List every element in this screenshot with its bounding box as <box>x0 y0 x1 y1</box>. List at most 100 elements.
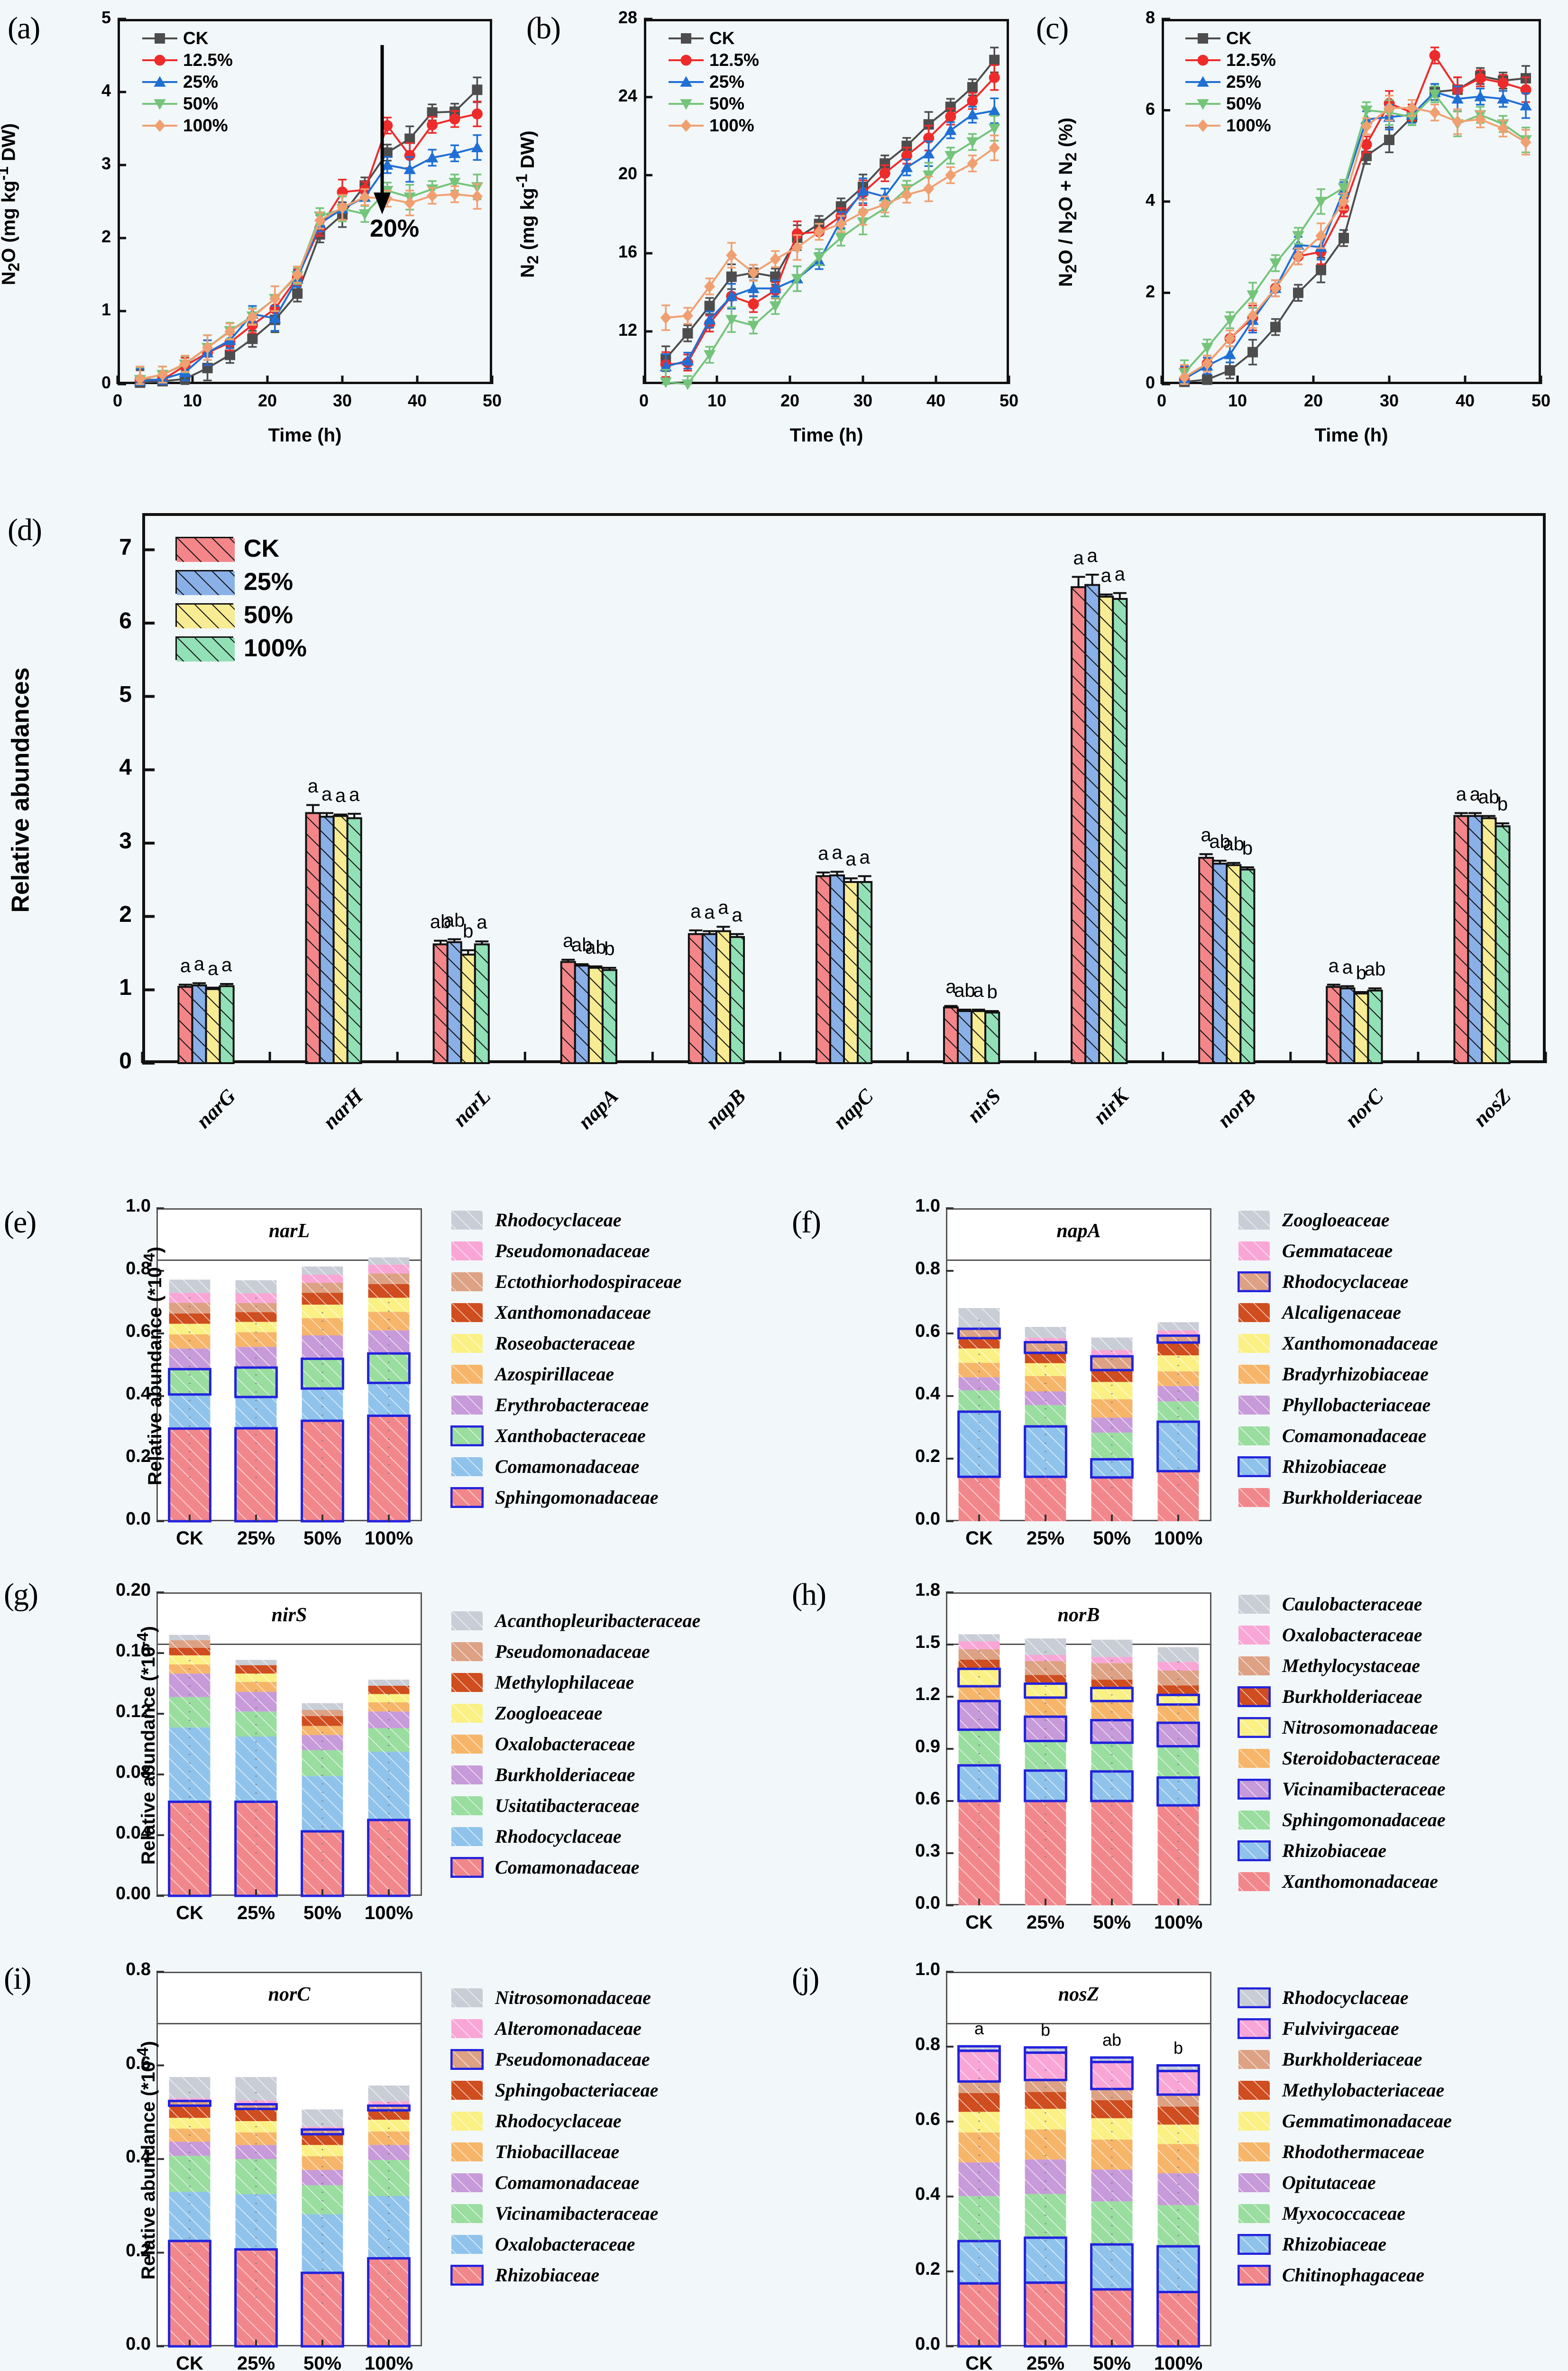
significance-letter: b <box>1242 838 1253 859</box>
legend-label: Methylobacteriaceae <box>1282 2079 1445 2101</box>
y-tick-label: 16 <box>618 242 637 262</box>
legend-item: Oxalobacteraceae <box>1238 1619 1445 1650</box>
legend-label: Zoogloeaceae <box>495 1702 603 1724</box>
y-tick-label: 1 <box>101 300 111 319</box>
x-tick-label: 100% <box>364 1528 413 1549</box>
legend-item: Steroidobacteraceae <box>1238 1743 1445 1774</box>
legend-label: Burkholderiaceae <box>1282 1686 1422 1707</box>
legend-item: Gemmatimonadaceae <box>1238 2105 1452 2136</box>
y-tick-label: 2 <box>101 227 111 246</box>
legend-item: Rhodocyclaceae <box>450 2105 658 2136</box>
legend-swatch <box>450 2172 484 2193</box>
legend-swatch <box>450 1672 484 1693</box>
y-tick-label: 0 <box>101 373 111 392</box>
legend-label: Fulvivirgaceae <box>1282 2018 1399 2039</box>
significance-letter: a <box>1469 783 1481 805</box>
x-axis-label: Time (h) <box>268 425 342 446</box>
legend-swatch <box>450 1826 484 1847</box>
legend-swatch <box>450 1795 484 1816</box>
legend-label: Alteromonadaceae <box>495 2018 642 2039</box>
legend-item: Comamonadaceae <box>450 2167 658 2198</box>
significance-letter: ab <box>1102 2030 1122 2049</box>
y-tick-label: 12 <box>618 320 637 340</box>
legend-label: 12.5% <box>183 50 233 70</box>
x-tick-label: 100% <box>1154 1528 1203 1549</box>
legend-item: Methylophilaceae <box>450 1667 700 1698</box>
legend-swatch <box>1238 1210 1271 1231</box>
legend-item: Burkholderiaceae <box>450 1759 700 1790</box>
legend-label: Gemmatimonadaceae <box>1282 2110 1452 2132</box>
y-tick-label: 0.4 <box>126 2147 151 2167</box>
legend-swatch-25pct <box>175 570 235 595</box>
panel-h-chart: norB0.00.30.60.91.21.51.8CKaaaa25%bbaa50… <box>785 1560 1568 1939</box>
legend-swatch <box>1238 1395 1271 1415</box>
x-tick-label: 50% <box>1092 1528 1131 1549</box>
legend-item: 25% <box>175 565 307 598</box>
x-tick-label: CK <box>176 1902 203 1923</box>
x-tick-label: 25% <box>1026 2353 1065 2371</box>
legend-item: 50% <box>1185 93 1276 115</box>
legend-item: Nitrosomonadaceae <box>450 1982 658 2013</box>
y-axis-label: N2 (mg kg-1 DW) <box>513 130 542 278</box>
legend-swatch <box>1238 1748 1271 1769</box>
legend-swatch <box>450 1734 484 1755</box>
panel-f-chart: napA0.00.20.40.60.81.0CKaa25%bb50%acb100… <box>785 1186 1568 1560</box>
legend-marker-12-5pct <box>669 55 704 66</box>
legend-label: 100% <box>709 116 754 135</box>
legend-item: Ectothiorhodospiraceae <box>450 1266 681 1297</box>
legend-item: Azospirillaceae <box>450 1359 681 1389</box>
legend-swatch <box>450 1987 484 2008</box>
legend-item: Usitatibacteraceae <box>450 1790 700 1821</box>
legend-label: Vicinamibacteraceae <box>1282 1778 1446 1800</box>
x-tick-label: 10 <box>707 391 727 410</box>
legend-item: Sphingobacteriaceae <box>450 2075 658 2105</box>
significance-letter: a <box>563 930 574 951</box>
x-tick-label: 40 <box>407 391 427 410</box>
x-tick-label: CK <box>965 1912 993 1933</box>
legend-item: Thiobacillaceae <box>450 2136 658 2167</box>
x-tick-label: 50% <box>303 2353 342 2371</box>
y-tick-label: 20 <box>618 164 637 184</box>
legend-label: Alcaligenaceae <box>1282 1302 1402 1323</box>
chart-legend: CK 12.5% 25% 50% 100% <box>669 28 759 137</box>
significance-letter: b <box>1356 962 1367 983</box>
legend-item: Pseudomonadaceae <box>450 1235 681 1266</box>
y-tick-label: 4 <box>1145 190 1155 210</box>
legend-swatch <box>1238 1241 1271 1261</box>
legend-item: 12.5% <box>669 49 759 71</box>
significance-letter: a <box>832 842 843 864</box>
y-tick-label: 0 <box>119 1048 132 1074</box>
panel-j-tag: (j) <box>792 1961 819 1996</box>
y-axis-label: Relative abundance (*10-4) <box>134 1626 159 1865</box>
legend-item: Phyllobacteriaceae <box>1238 1389 1438 1420</box>
legend-item: Opitutaceae <box>1238 2167 1452 2198</box>
x-tick-label: CK <box>176 1528 203 1549</box>
legend-item: Oxalobacteraceae <box>450 1728 700 1759</box>
legend-label: 100% <box>244 634 307 662</box>
legend-item: CK <box>142 28 233 49</box>
x-tick-label: 10 <box>183 391 202 410</box>
panel-gene-title: nirS <box>271 1604 307 1626</box>
legend-item: Chitinophagaceae <box>1238 2260 1452 2290</box>
legend-label: Pseudomonadaceae <box>495 1641 650 1662</box>
y-tick-label: 1.5 <box>915 1632 940 1652</box>
y-tick-label: 0.2 <box>915 2259 940 2279</box>
legend-label: Usitatibacteraceae <box>495 1795 640 1816</box>
y-tick-label: 7 <box>119 535 132 561</box>
legend-item: 100% <box>669 115 759 137</box>
y-tick-label: 0.4 <box>126 1384 151 1404</box>
title-divider <box>946 2023 1211 2024</box>
legend-item: Burkholderiaceae <box>1238 2044 1452 2075</box>
x-tick-label: 25% <box>237 2353 275 2371</box>
significance-letter: a <box>477 912 487 933</box>
legend-label: Erythrobacteraceae <box>495 1394 649 1415</box>
significance-letter: a <box>1100 565 1111 586</box>
x-axis-label: Time (h) <box>789 425 863 446</box>
legend-swatch <box>450 1210 484 1231</box>
significance-letter: a <box>349 784 360 806</box>
legend-item: Comamonadaceae <box>1238 1420 1438 1451</box>
significance-letter: b <box>1173 2038 1183 2058</box>
x-tick-label: 50 <box>482 391 502 410</box>
y-axis-label: N2O / N2O + N2 (%) <box>1055 118 1080 287</box>
legend-label: Vicinamibacteraceae <box>495 2203 659 2224</box>
